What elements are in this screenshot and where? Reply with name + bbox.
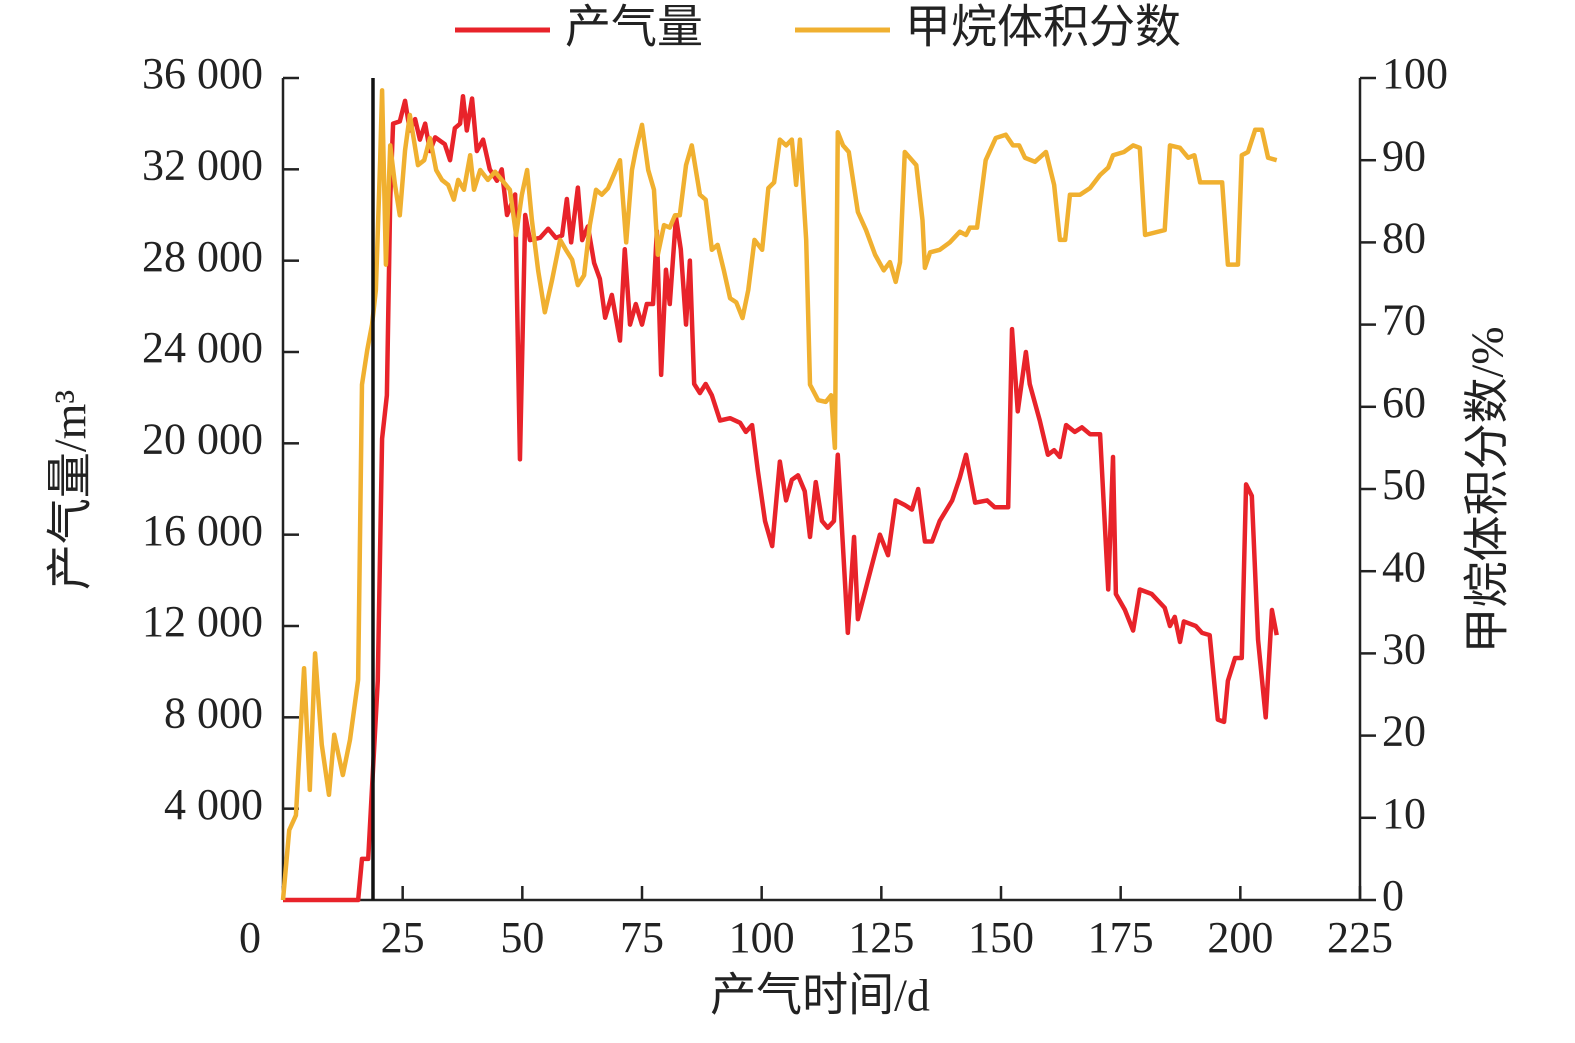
y2-tick-label: 90 [1382,131,1426,180]
y2-tick-label: 50 [1382,460,1426,509]
y2-axis-label: 甲烷体积分数/% [1462,326,1513,653]
legend-label: 产气量 [565,2,703,53]
x-axis-label: 产气时间/d [710,970,930,1021]
y2-tick-label: 40 [1382,542,1426,591]
x-tick-label: 50 [500,913,544,962]
y-tick-label: 12 000 [142,597,263,646]
y2-tick-label: 10 [1382,789,1426,838]
y2-tick-label: 80 [1382,213,1426,262]
x-tick-label: 0 [239,913,261,962]
x-tick-label: 125 [848,913,914,962]
y-tick-label: 28 000 [142,232,263,281]
y-tick-label: 20 000 [142,414,263,463]
x-tick-label: 225 [1327,913,1393,962]
y2-tick-label: 60 [1382,378,1426,427]
data-line [283,94,1279,903]
data-line [280,88,1278,901]
x-tick-label: 200 [1207,913,1273,962]
y-tick-label: 24 000 [142,323,263,372]
y2-tick-label: 30 [1382,624,1426,673]
y-tick-label: 16 000 [142,506,263,555]
y-tick-label: 36 000 [142,49,263,98]
x-tick-label: 75 [620,913,664,962]
y2-tick-label: 70 [1382,296,1426,345]
y-axis-label: 产气量/m³ [45,390,96,590]
y2-tick-label: 100 [1382,49,1448,98]
x-tick-label: 175 [1088,913,1154,962]
x-tick-label: 100 [729,913,795,962]
y2-tick-label: 20 [1382,707,1426,756]
y-tick-label: 8 000 [164,688,263,737]
y-tick-label: 32 000 [142,140,263,189]
legend-label: 甲烷体积分数 [905,2,1181,53]
y2-tick-label: 0 [1382,871,1404,920]
x-tick-label: 150 [968,913,1034,962]
x-tick-label: 25 [381,913,425,962]
y-tick-label: 4 000 [164,780,263,829]
